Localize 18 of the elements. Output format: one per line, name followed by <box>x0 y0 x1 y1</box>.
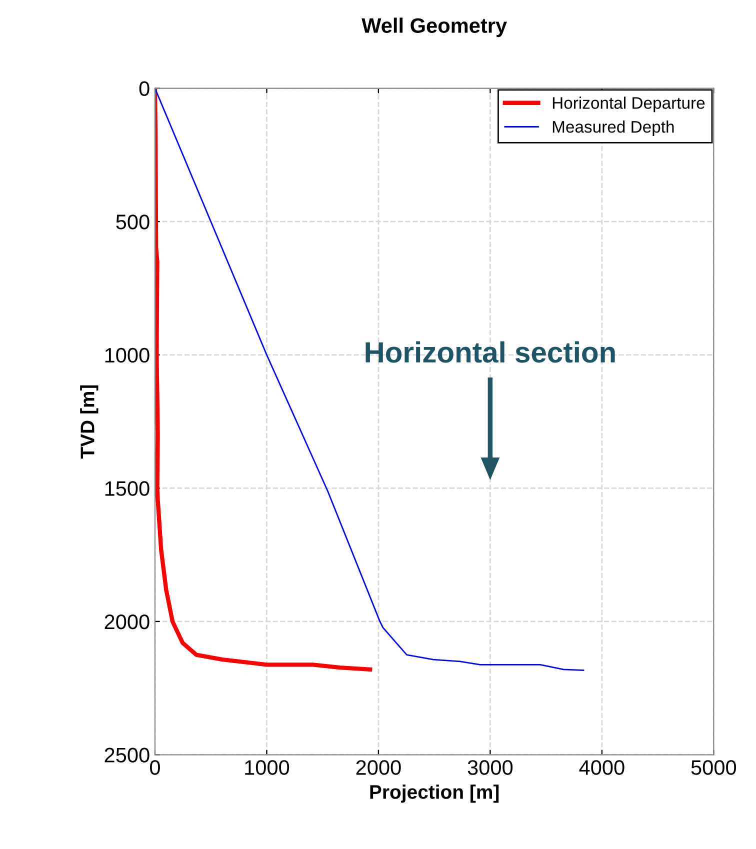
y-tick-label: 500 <box>116 214 150 230</box>
x-tick-label: 0 <box>150 760 160 775</box>
y-tick-label: 1000 <box>105 348 150 363</box>
y-axis-title: TVD [m] <box>80 385 98 459</box>
legend-label: Horizontal Departure <box>552 96 705 112</box>
y-tick-label: 0 <box>139 81 150 96</box>
x-axis-title: Projection [m] <box>370 784 499 803</box>
annotation: Horizontal section <box>366 341 615 363</box>
y-tick-label: 2500 <box>104 748 150 763</box>
x-tick-label: 3000 <box>468 760 513 775</box>
x-tick-label: 4000 <box>579 760 624 775</box>
chart-title: Well Geometry <box>362 18 507 38</box>
y-tick-label: 2000 <box>104 614 150 630</box>
x-tick-label: 2000 <box>356 760 401 775</box>
y-tick-label: 1500 <box>105 481 150 496</box>
x-tick-label: 1000 <box>245 760 290 775</box>
legend-label: Measured Depth <box>552 120 674 136</box>
x-tick-label: 5000 <box>691 760 736 775</box>
